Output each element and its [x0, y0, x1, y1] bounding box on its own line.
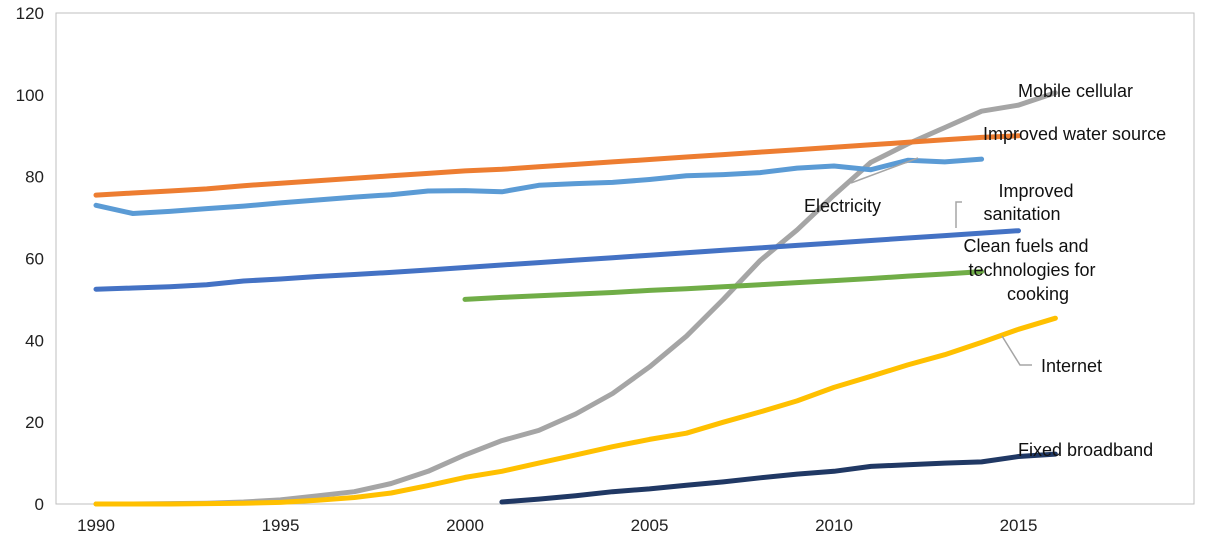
series-line-electricity	[93, 156, 985, 216]
mobile-cellular-label: Mobile cellular	[1018, 81, 1133, 101]
electricity-label: Electricity	[804, 196, 881, 216]
series-line-improved-water-source	[93, 133, 1021, 198]
improved-sanitation-label-line2: sanitation	[983, 204, 1060, 224]
clean-fuels-label-line1: Clean fuels and	[963, 236, 1088, 256]
y-axis: 0 20 40 60 80 100 120	[16, 4, 44, 514]
series-line-improved-sanitation	[93, 228, 1021, 292]
series-labels: Mobile cellular Improved water source El…	[804, 81, 1166, 460]
improved-sanitation-label-line1: Improved	[998, 181, 1073, 201]
clean-fuels-label-line2: technologies for	[968, 260, 1095, 280]
y-tick-label-120: 120	[16, 4, 44, 23]
y-tick-label-80: 80	[25, 168, 44, 187]
internet-leader-line	[1001, 335, 1032, 366]
y-tick-label-100: 100	[16, 86, 44, 105]
leader-lines	[850, 157, 1032, 366]
internet-label: Internet	[1041, 356, 1102, 376]
series-lines	[93, 90, 1058, 507]
clean-fuels-label-line3: cooking	[1007, 284, 1069, 304]
x-tick-label-1995: 1995	[262, 516, 300, 535]
y-tick-label-0: 0	[35, 495, 44, 514]
x-tick-label-1990: 1990	[77, 516, 115, 535]
series-line-mobile-cellular	[93, 90, 1058, 507]
x-tick-label-2000: 2000	[446, 516, 484, 535]
improved-water-source-label: Improved water source	[983, 124, 1166, 144]
series-line-clean-fuels-and-technologies-for-cooking	[462, 269, 985, 302]
series-line-fixed-broadband	[499, 451, 1058, 505]
x-tick-label-2010: 2010	[815, 516, 853, 535]
y-tick-label-40: 40	[25, 331, 44, 350]
x-tick-label-2005: 2005	[631, 516, 669, 535]
fixed-broadband-label: Fixed broadband	[1018, 440, 1153, 460]
x-axis: 1990 1995 2000 2005 2010 2015	[77, 516, 1037, 535]
x-tick-label-2015: 2015	[1000, 516, 1038, 535]
plot-frame	[55, 12, 1195, 505]
y-tick-label-20: 20	[25, 413, 44, 432]
series-line-internet	[93, 315, 1058, 507]
y-tick-label-60: 60	[25, 250, 44, 269]
improved-sanitation-leader-line	[955, 201, 962, 228]
electricity-leader-line	[850, 157, 919, 184]
